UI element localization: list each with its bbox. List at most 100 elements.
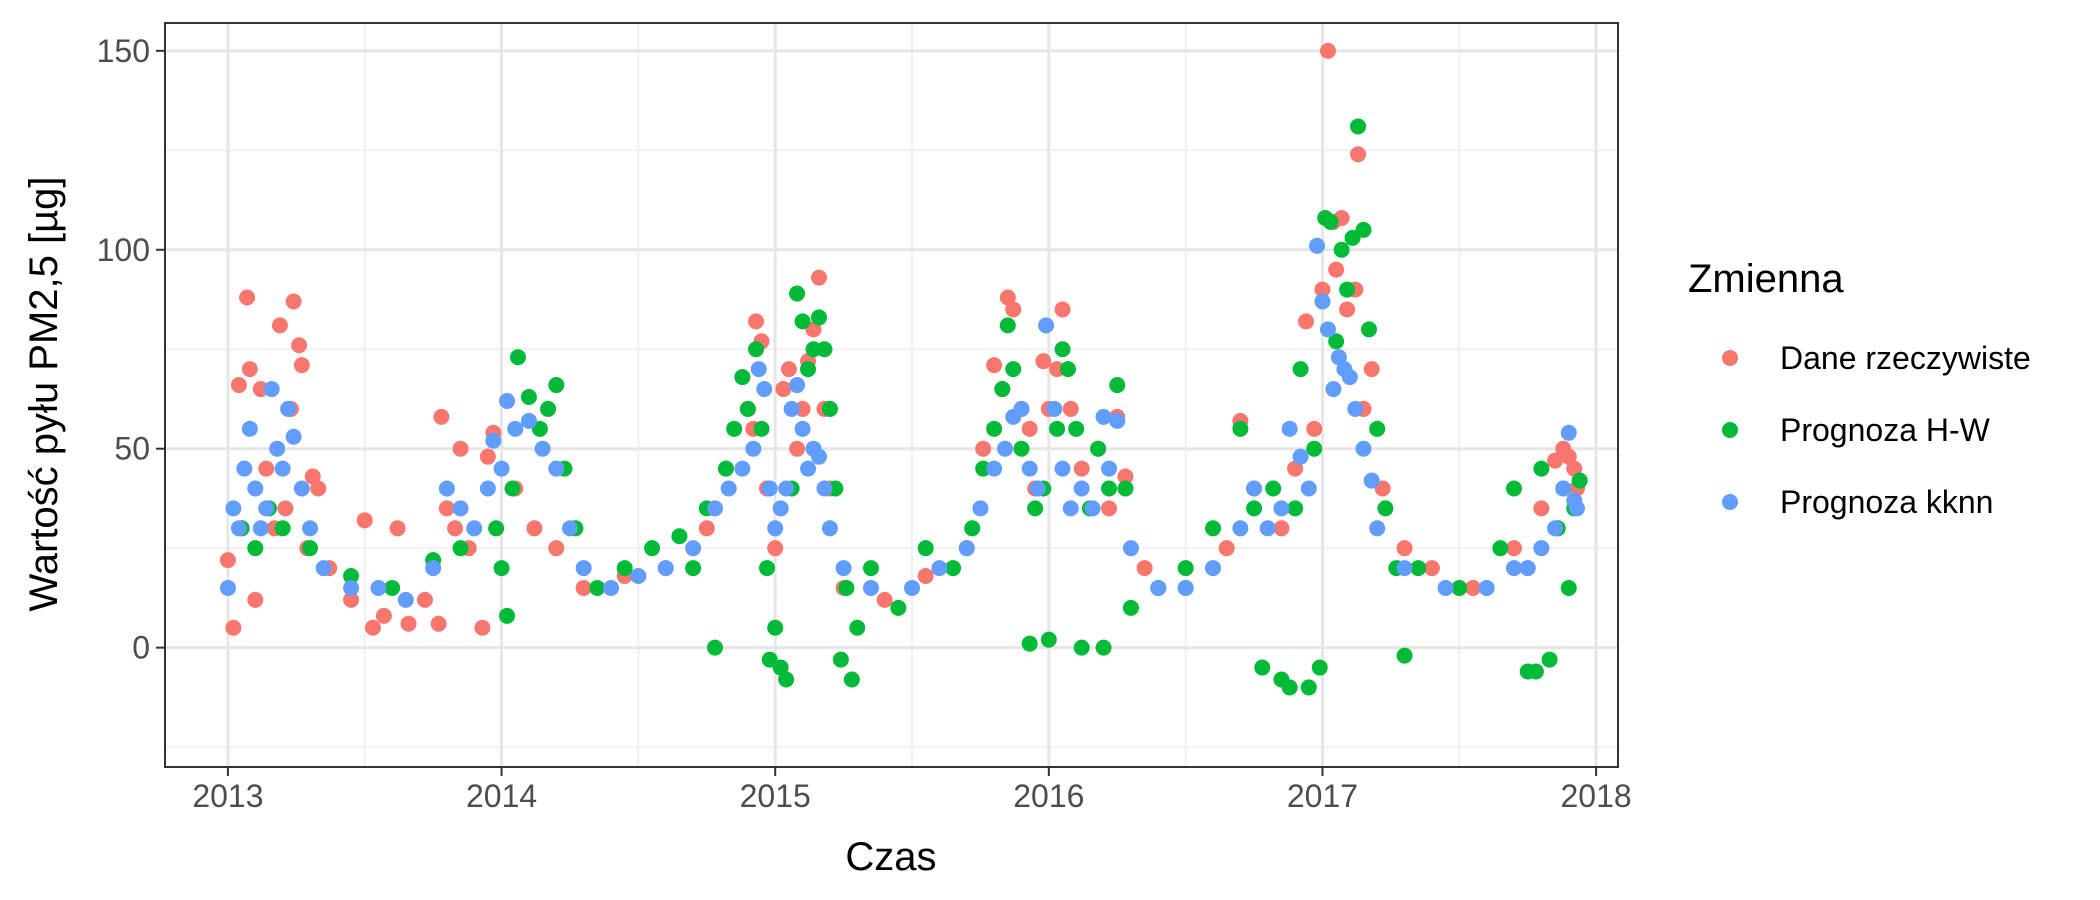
- data-point: [1109, 377, 1126, 394]
- data-point: [280, 400, 297, 417]
- data-point: [876, 591, 893, 608]
- data-point: [1306, 420, 1323, 437]
- data-point: [304, 468, 321, 485]
- data-point: [843, 671, 860, 688]
- data-point: [964, 520, 981, 537]
- data-point: [789, 440, 806, 457]
- data-point: [1437, 579, 1454, 596]
- data-point: [1013, 440, 1030, 457]
- data-point: [986, 460, 1003, 477]
- data-point: [1205, 520, 1222, 537]
- data-point: [507, 420, 524, 437]
- data-point: [800, 361, 817, 378]
- data-point: [236, 460, 253, 477]
- data-point: [271, 317, 288, 334]
- data-point: [1309, 237, 1326, 254]
- data-point: [805, 341, 822, 358]
- data-point: [1232, 420, 1249, 437]
- data-point: [1246, 480, 1263, 497]
- data-point: [561, 520, 578, 537]
- data-point: [1177, 579, 1194, 596]
- data-point: [1314, 293, 1331, 310]
- data-point: [1341, 369, 1358, 386]
- data-point: [1054, 301, 1071, 318]
- data-point: [698, 520, 715, 537]
- data-point: [1062, 400, 1079, 417]
- data-point: [466, 520, 483, 537]
- data-point: [1038, 317, 1055, 334]
- data-point: [1319, 42, 1336, 59]
- data-point: [252, 381, 269, 398]
- data-point: [433, 408, 450, 425]
- data-point: [1095, 408, 1112, 425]
- data-point: [1547, 520, 1564, 537]
- data-point: [1101, 460, 1118, 477]
- data-point: [1377, 500, 1394, 517]
- data-point: [835, 560, 852, 577]
- grid-major: [165, 23, 1618, 767]
- data-point: [315, 560, 332, 577]
- grid-minor: [165, 23, 1618, 767]
- data-point: [1369, 520, 1386, 537]
- data-point: [452, 440, 469, 457]
- data-point: [1396, 540, 1413, 557]
- data-point: [1095, 639, 1112, 656]
- data-point: [975, 440, 992, 457]
- data-point: [783, 400, 800, 417]
- data-point: [370, 579, 387, 596]
- data-point: [1396, 560, 1413, 577]
- data-point: [263, 381, 280, 398]
- data-point: [291, 337, 308, 354]
- data-point: [230, 377, 247, 394]
- data-point: [772, 500, 789, 517]
- data-point: [1533, 540, 1550, 557]
- data-point: [285, 428, 302, 445]
- plot-panel-border: [164, 22, 1619, 768]
- data-point: [994, 381, 1011, 398]
- data-point: [707, 500, 724, 517]
- data-point: [1311, 659, 1328, 676]
- data-point: [1319, 321, 1336, 338]
- data-point: [972, 500, 989, 517]
- data-point: [247, 540, 264, 557]
- data-point: [310, 480, 327, 497]
- data-point: [816, 480, 833, 497]
- data-point: [685, 540, 702, 557]
- data-point: [1273, 520, 1290, 537]
- data-point: [726, 420, 743, 437]
- x-tick-label: 2016: [1013, 778, 1084, 814]
- data-point: [1527, 663, 1544, 680]
- data-point: [479, 448, 496, 465]
- data-point: [343, 579, 360, 596]
- data-point: [230, 520, 247, 537]
- data-point: [1054, 460, 1071, 477]
- data-point: [1117, 480, 1134, 497]
- data-point: [526, 520, 543, 537]
- data-point: [1328, 333, 1345, 350]
- data-point: [1205, 560, 1222, 577]
- data-point: [1232, 520, 1249, 537]
- data-point: [827, 480, 844, 497]
- data-point: [1035, 353, 1052, 370]
- data-point: [616, 560, 633, 577]
- data-point: [789, 285, 806, 302]
- legend-label: Prognoza H-W: [1780, 412, 1991, 448]
- data-point: [1363, 472, 1380, 489]
- data-point: [1040, 631, 1057, 648]
- data-point: [986, 357, 1003, 374]
- x-tick-label: 2014: [466, 778, 537, 814]
- data-point: [499, 392, 516, 409]
- data-point: [630, 568, 647, 585]
- data-point: [753, 420, 770, 437]
- data-point: [717, 460, 734, 477]
- data-point: [1029, 480, 1046, 497]
- data-point: [931, 560, 948, 577]
- data-point: [225, 500, 242, 517]
- data-point: [452, 540, 469, 557]
- data-point: [1084, 500, 1101, 517]
- data-point: [548, 460, 565, 477]
- data-point: [1049, 420, 1066, 437]
- data-point: [1150, 579, 1167, 596]
- legend-label: Dane rzeczywiste: [1780, 340, 2031, 376]
